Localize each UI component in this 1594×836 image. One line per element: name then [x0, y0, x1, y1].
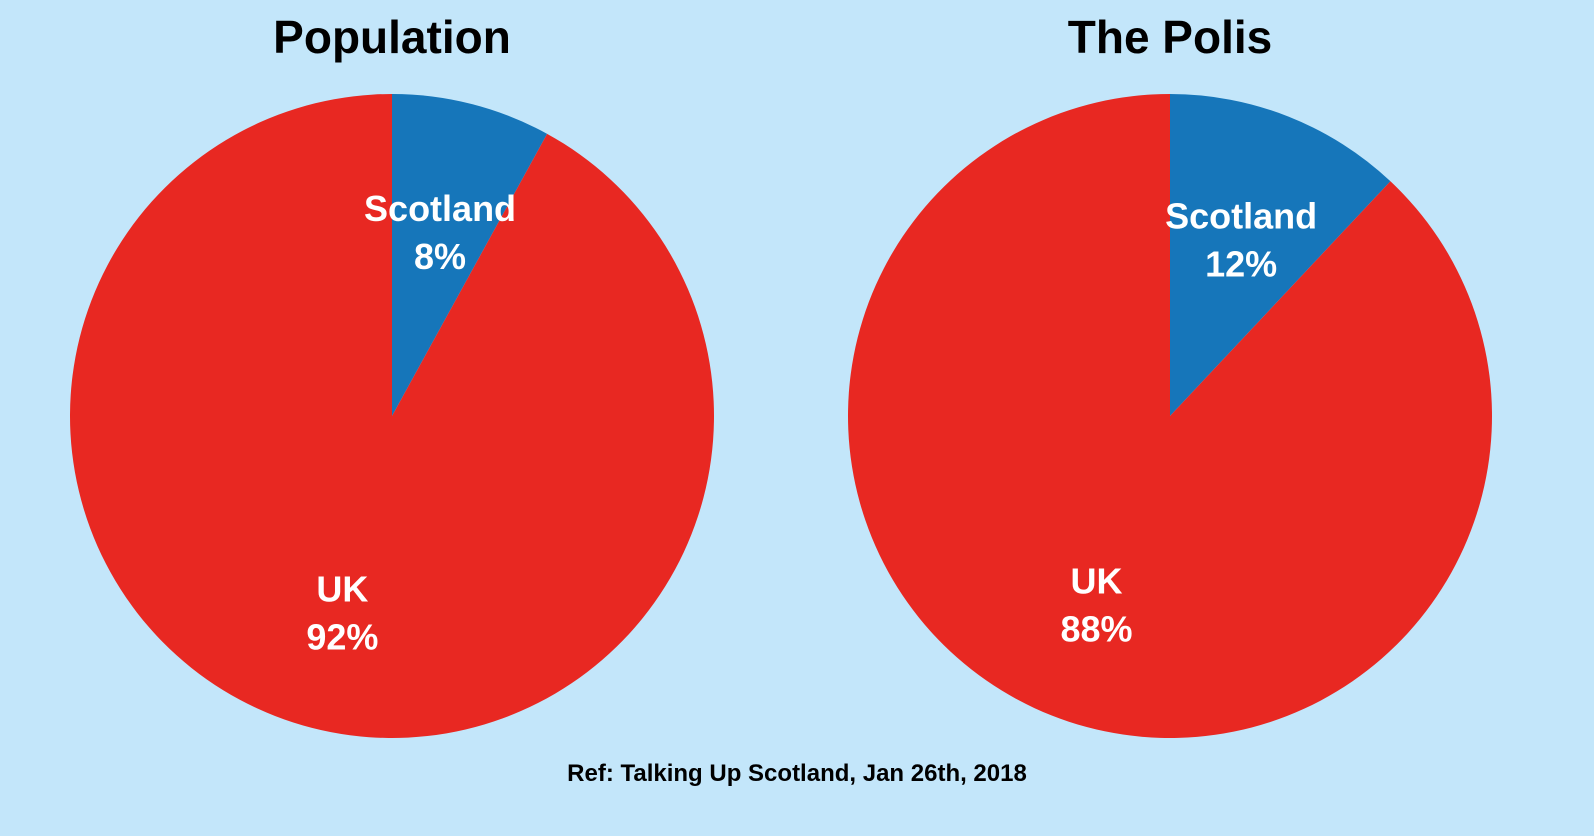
- reference-footnote: Ref: Talking Up Scotland, Jan 26th, 2018: [567, 760, 1027, 787]
- slice-label-population-scotland-name: Scotland: [364, 188, 516, 229]
- chart-title-population: Population: [273, 11, 511, 63]
- slice-label-population-uk-value: 92%: [306, 616, 378, 657]
- slice-label-the-polis-scotland-name: Scotland: [1165, 195, 1317, 236]
- chart-title-the-polis: The Polis: [1068, 11, 1272, 63]
- slice-label-population-scotland-value: 8%: [414, 236, 466, 277]
- pie-slice-population-uk: [69, 94, 714, 738]
- pie-slice-the-polis-scotland: [1170, 94, 1391, 416]
- slice-label-the-polis-uk-name: UK: [1071, 561, 1123, 602]
- slice-label-the-polis-uk-value: 88%: [1060, 609, 1132, 650]
- pie-chart-population: Population Scotland 8% UK 92%: [69, 11, 714, 738]
- pie-slice-the-polis-uk: [848, 94, 1492, 738]
- pie-slice-population-scotland: [392, 94, 548, 416]
- slice-label-the-polis-scotland-value: 12%: [1205, 243, 1277, 284]
- pie-chart-the-polis: The Polis Scotland 12% UK 88%: [848, 11, 1492, 738]
- slice-label-population-uk-name: UK: [316, 568, 368, 609]
